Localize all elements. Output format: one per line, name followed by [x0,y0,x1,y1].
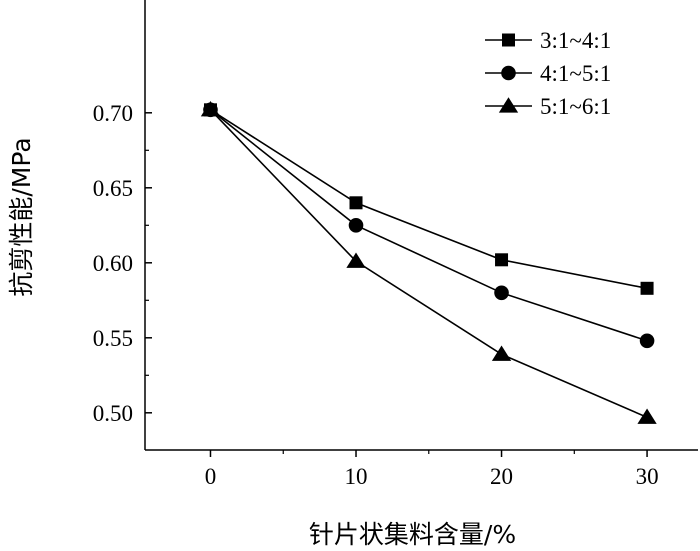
data-point-circle [501,65,516,81]
data-point-circle [494,285,509,301]
data-point-triangle [346,252,366,268]
ticks: 0.50 0.55 0.60 0.65 0.70 0 10 20 30 [93,101,659,489]
legend-label: 4:1~5:1 [540,61,611,86]
x-tick-label: 30 [636,464,659,489]
series-line [209,109,648,342]
y-tick-label: 0.60 [93,251,133,276]
data-point-square [502,33,515,47]
series-square [203,103,654,295]
y-tick-label: 0.65 [93,176,133,201]
y-tick-label: 0.50 [93,401,133,426]
data-point-triangle [498,97,519,113]
series-line [209,109,648,419]
data-point-square [349,196,363,210]
data-point-square [495,253,509,267]
data-point-square [640,281,654,295]
data-point-circle [348,218,364,233]
axes [144,0,698,451]
data-point-circle [639,333,655,349]
legend-label: 5:1~6:1 [540,94,611,119]
x-tick-label: 0 [205,464,217,489]
y-tick-label: 0.70 [93,101,133,126]
legend: 3:1~4:1 4:1~5:1 5:1~6:1 [485,28,611,119]
legend-label: 3:1~4:1 [540,28,611,53]
x-tick-label: 20 [490,464,513,489]
y-axis-title: 抗剪性能/MPa [7,137,36,296]
series [200,101,657,424]
series-triangle [200,101,657,424]
series-line [210,109,648,290]
y-tick-label: 0.55 [93,326,133,351]
data-point-triangle [637,408,657,424]
legend-item: 3:1~4:1 [485,28,611,53]
x-tick-label: 10 [345,464,368,489]
legend-item: 5:1~6:1 [485,94,611,119]
data-point-triangle [491,345,512,361]
x-axis-title: 针片状集料含量/% [309,520,516,549]
series-circle [203,102,655,349]
data-point-triangle [200,101,221,117]
legend-item: 4:1~5:1 [485,61,611,86]
